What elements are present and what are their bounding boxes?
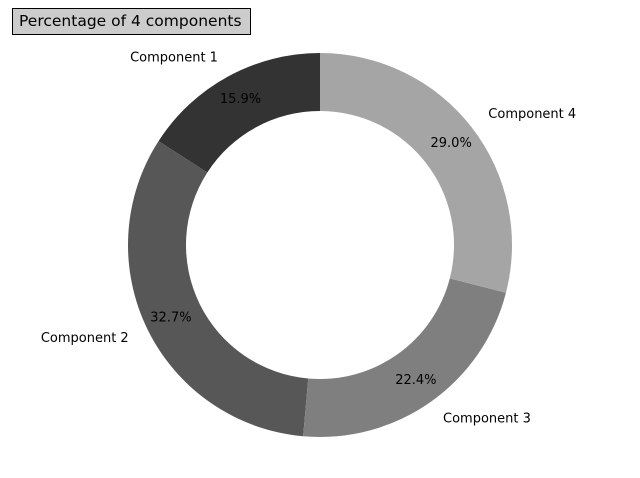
wedge-4 — [320, 53, 512, 293]
category-label-4: Component 4 — [488, 107, 576, 122]
pct-label-3: 22.4% — [395, 373, 436, 388]
label-group: 15.9% Component 1 32.7% Component 2 22.4% Com… — [41, 51, 576, 427]
wedge-group — [128, 53, 512, 437]
wedge-3 — [303, 278, 506, 437]
pct-label-4: 29.0% — [431, 136, 472, 151]
category-label-1: Component 1 — [130, 51, 218, 66]
category-label-3: Component 3 — [443, 411, 531, 426]
category-label-2: Component 2 — [41, 331, 129, 346]
wedge-2 — [128, 141, 309, 437]
wedge-1 — [158, 53, 320, 173]
chart-title: Percentage of 4 components — [12, 8, 251, 35]
pct-label-1: 15.9% — [220, 92, 261, 107]
pct-label-2: 32.7% — [150, 311, 191, 326]
